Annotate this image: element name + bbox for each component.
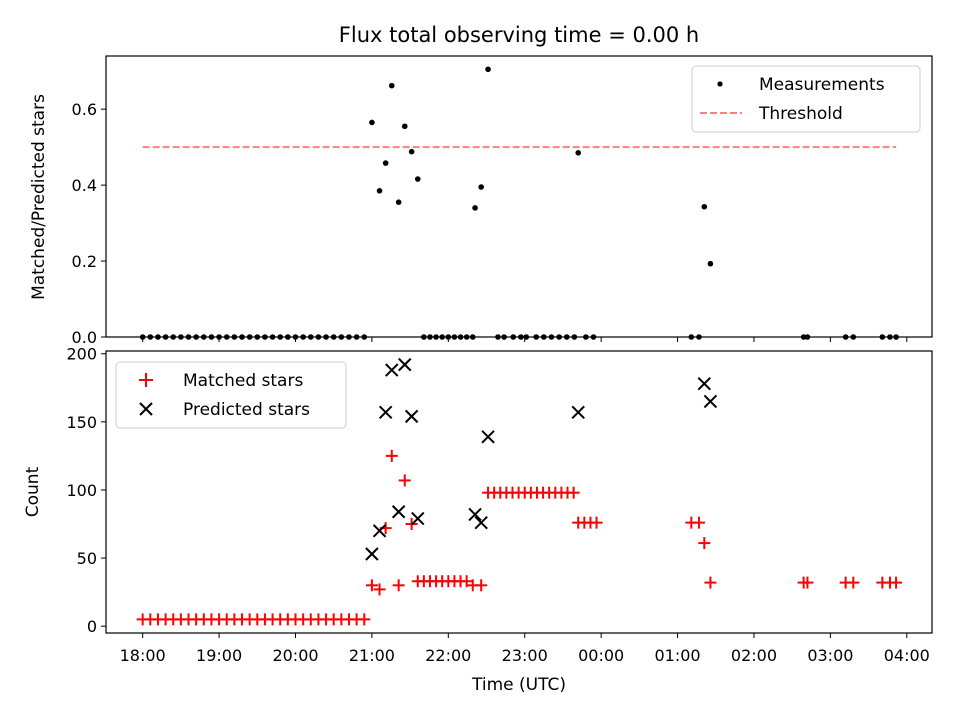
matched-star-point <box>692 516 705 529</box>
predicted-star-point <box>365 547 379 561</box>
predicted-star-point <box>378 405 393 420</box>
predicted-star-point <box>391 505 406 519</box>
x-tick-label: 23:00 <box>502 646 548 665</box>
bottom-y-tick-label: 0 <box>87 617 97 636</box>
measurement-point <box>478 184 484 190</box>
top-y-axis-label: Matched/Predicted stars <box>29 94 49 300</box>
top-y-tick-label: 0.0 <box>72 328 97 347</box>
matched-star-point <box>385 449 398 462</box>
measurement-point <box>388 82 395 89</box>
bottom-y-tick-label: 150 <box>66 413 97 432</box>
predicted-star-point <box>468 507 482 522</box>
matched-star-point <box>590 516 603 529</box>
x-tick-label: 02:00 <box>731 646 777 665</box>
bottom-y-tick-label: 50 <box>77 549 97 568</box>
legend-matched-label: Matched stars <box>183 371 303 391</box>
legend-measurements-marker <box>717 81 723 87</box>
x-tick-label: 00:00 <box>578 646 624 665</box>
matched-star-point <box>698 537 711 550</box>
matched-star-point <box>475 579 488 592</box>
bottom-y-tick-label: 100 <box>66 481 97 500</box>
x-tick-label: 18:00 <box>120 646 166 665</box>
predicted-star-point <box>703 394 718 409</box>
bottom-y-tick-label: 200 <box>66 345 97 364</box>
predicted-star-point <box>571 405 585 420</box>
predicted-star-point <box>398 357 412 372</box>
top-panel: 0.0 0.2 0.4 0.6 Matched/Predicted stars Mea… <box>29 55 933 347</box>
measurement-point <box>395 199 402 205</box>
x-tick-label: 21:00 <box>349 646 395 665</box>
matched-star-point <box>847 576 860 589</box>
matched-star-point <box>398 474 411 487</box>
top-axes-frame <box>105 55 933 338</box>
matched-star-point <box>373 583 386 596</box>
x-tick-label: 19:00 <box>196 646 242 665</box>
measurement-point <box>369 119 375 126</box>
x-tick-label: 03:00 <box>807 646 853 665</box>
measurement-point <box>707 260 714 267</box>
predicted-star-point <box>385 363 399 377</box>
measurement-point <box>472 205 478 211</box>
predicted-star-point <box>372 524 387 538</box>
matched-star-point <box>358 613 371 626</box>
legend-matched-marker <box>139 373 153 387</box>
x-tick-label: 20:00 <box>272 646 318 665</box>
bottom-panel: 0 50 100 150 200 18:00 19:00 20:00 21:00 22:00 23… <box>23 345 933 695</box>
matched-star-point <box>567 486 580 499</box>
measurement-point <box>414 176 421 182</box>
bottom-y-axis-label: Count <box>23 466 43 517</box>
predicted-star-point <box>404 409 419 424</box>
legend-measurements-label: Measurements <box>759 75 885 95</box>
predicted-star-point <box>474 515 488 530</box>
predicted-star-point <box>481 430 495 444</box>
top-y-tick-label: 0.6 <box>72 100 97 119</box>
x-tick-label: 22:00 <box>425 646 471 665</box>
x-tick-label: 04:00 <box>884 646 930 665</box>
top-y-tick-label: 0.2 <box>72 252 97 271</box>
measurement-point <box>376 188 383 194</box>
matched-star-point <box>704 576 717 589</box>
top-y-tick-label: 0.4 <box>72 176 97 195</box>
measurement-point <box>408 148 415 155</box>
measurement-point <box>575 150 582 156</box>
x-axis-label: Time (UTC) <box>471 675 566 695</box>
matched-star-point <box>890 576 903 589</box>
matched-star-point <box>392 579 405 592</box>
x-tick-label: 01:00 <box>654 646 700 665</box>
measurement-point <box>701 203 708 210</box>
bottom-axes-frame <box>105 350 933 634</box>
chart-title: Flux total observing time = 0.00 h <box>339 23 699 47</box>
top-legend: Measurements Threshold <box>691 65 921 133</box>
matched-star-point <box>460 575 473 588</box>
legend-predicted-label: Predicted stars <box>183 400 310 420</box>
predicted-star-point <box>697 376 712 391</box>
measurement-point <box>401 123 408 130</box>
measurement-point <box>485 66 491 73</box>
bottom-legend: Matched stars Predicted stars <box>115 361 347 429</box>
matched-star-point <box>365 579 378 592</box>
legend-threshold-label: Threshold <box>758 104 843 124</box>
measurement-point <box>382 160 389 166</box>
legend-predicted-marker <box>139 402 153 416</box>
predicted-star-point <box>411 511 425 526</box>
matched-star-point <box>801 576 814 589</box>
